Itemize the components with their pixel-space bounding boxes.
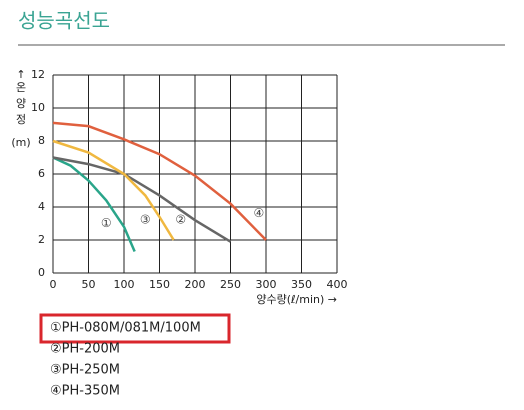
y-axis-label: 양 [16,97,26,110]
y-tick-label: 8 [38,134,45,147]
y-axis-label: 정 [16,113,26,126]
y-tick-label: 2 [38,233,45,246]
x-tick-label: 250 [220,278,241,291]
curve-label: ③ [140,213,151,227]
legend-entry: ①PH-080M/081M/100M [50,321,201,336]
y-axis-label: ↑ [16,68,25,81]
curve-label: ① [101,216,112,230]
y-axis-label: (m) [11,136,30,149]
curve-label: ④ [254,206,265,220]
x-tick-label: 100 [114,278,135,291]
legend-entry: ③PH-250M [50,363,120,378]
curve [52,156,136,253]
x-tick-label: 0 [50,278,57,291]
curve [52,121,267,241]
x-tick-label: 300 [256,278,277,291]
y-tick-label: 10 [31,101,45,114]
y-tick-label: 6 [38,167,45,180]
x-axis-label: 양수량(ℓ/min) → [256,293,337,306]
x-tick-label: 150 [149,278,170,291]
y-axis-label: 온 [16,81,26,94]
curve-label: ② [175,213,186,227]
page-title: 성능곡선도 [18,9,110,33]
curve [52,156,232,243]
y-tick-label: 12 [31,68,45,81]
x-tick-label: 50 [82,278,96,291]
legend-entry: ②PH-200M [50,342,120,357]
x-tick-label: 400 [327,278,348,291]
x-tick-label: 200 [185,278,206,291]
y-tick-label: 4 [38,200,45,213]
legend-entry: ④PH-350M [50,384,120,399]
curve [52,139,175,241]
x-tick-label: 350 [291,278,312,291]
y-tick-label: 0 [38,266,45,279]
highlight-box [39,313,231,344]
